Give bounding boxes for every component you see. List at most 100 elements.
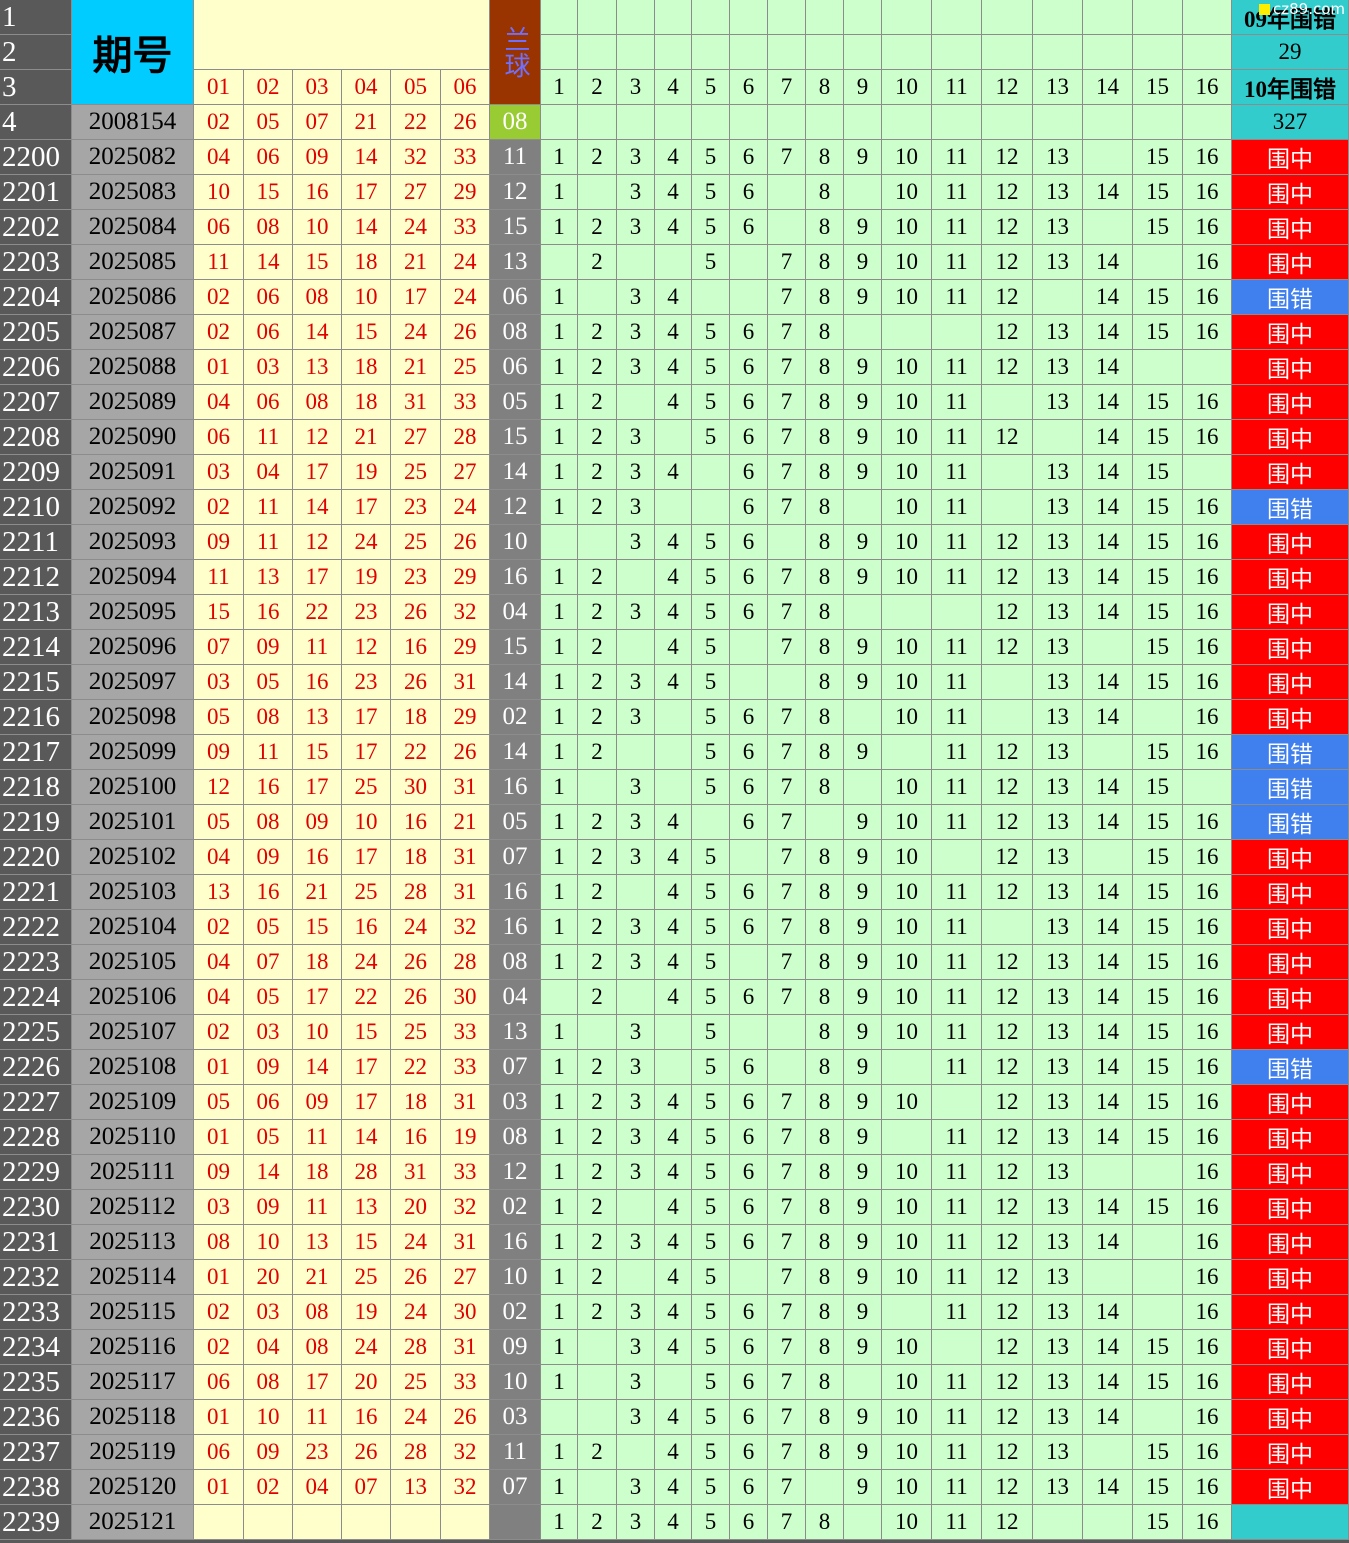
number-cell: 13 (1033, 700, 1083, 735)
number-cell (578, 280, 617, 315)
number-cell: 2 (578, 1050, 617, 1085)
number-cell: 4 (655, 805, 692, 840)
number-cell: 10 (882, 1225, 932, 1260)
period-cell: 2025083 (72, 175, 194, 210)
number-cell: 7 (768, 1505, 806, 1540)
blue-cell: 08 (490, 105, 541, 140)
row-number: 2209 (0, 455, 72, 490)
red-cell: 06 (244, 280, 293, 315)
number-cell: 15 (1133, 280, 1183, 315)
number-cell: 8 (806, 980, 844, 1015)
row-number: 2234 (0, 1330, 72, 1365)
number-cell: 6 (730, 525, 768, 560)
number-cell: 13 (1033, 1190, 1083, 1225)
red-cell: 01 (194, 1400, 244, 1435)
number-header: 11 (932, 70, 982, 105)
number-cell: 9 (844, 1120, 882, 1155)
number-cell: 1 (541, 175, 578, 210)
number-cell: 4 (655, 1400, 692, 1435)
number-header-blank (1033, 0, 1083, 35)
number-cell: 3 (617, 490, 655, 525)
blue-cell: 16 (490, 770, 541, 805)
number-cell: 12 (982, 735, 1033, 770)
number-cell: 12 (982, 595, 1033, 630)
number-cell: 15 (1133, 805, 1183, 840)
row-number: 2217 (0, 735, 72, 770)
row-number: 2228 (0, 1120, 72, 1155)
number-cell: 5 (692, 595, 730, 630)
number-cell: 2 (578, 385, 617, 420)
number-cell: 8 (806, 700, 844, 735)
number-header-blank (578, 35, 617, 70)
number-header-blank (541, 0, 578, 35)
number-cell: 6 (730, 1400, 768, 1435)
red-cell: 06 (194, 420, 244, 455)
red-cell: 24 (342, 945, 391, 980)
number-cell: 14 (1083, 1050, 1133, 1085)
red-cell: 33 (441, 140, 490, 175)
row-number: 1 (0, 0, 72, 35)
row-number: 2238 (0, 1470, 72, 1505)
number-cell: 14 (1083, 350, 1133, 385)
result-cell: 围中 (1232, 910, 1349, 945)
number-cell: 16 (1183, 280, 1232, 315)
number-cell: 4 (655, 1190, 692, 1225)
number-header-blank (982, 0, 1033, 35)
number-cell: 3 (617, 420, 655, 455)
number-cell: 13 (1033, 455, 1083, 490)
number-cell: 14 (1083, 1190, 1133, 1225)
number-cell: 2 (578, 245, 617, 280)
number-cell: 15 (1133, 770, 1183, 805)
blue-cell: 13 (490, 1015, 541, 1050)
blue-cell: 10 (490, 1365, 541, 1400)
number-cell: 16 (1183, 910, 1232, 945)
number-cell (1033, 420, 1083, 455)
number-cell: 4 (655, 175, 692, 210)
red-cell: 03 (194, 665, 244, 700)
result-cell: 围中 (1232, 210, 1349, 245)
result-cell: 围中 (1232, 245, 1349, 280)
red-cell: 31 (441, 1330, 490, 1365)
number-cell (655, 735, 692, 770)
number-cell: 11 (932, 805, 982, 840)
number-header: 2 (578, 70, 617, 105)
number-cell (730, 945, 768, 980)
number-cell: 7 (768, 840, 806, 875)
number-cell (578, 1330, 617, 1365)
number-cell (692, 805, 730, 840)
number-cell: 1 (541, 490, 578, 525)
number-cell: 16 (1183, 1015, 1232, 1050)
number-cell: 11 (932, 1365, 982, 1400)
number-header-blank (1183, 35, 1232, 70)
number-cell: 7 (768, 1225, 806, 1260)
red-cell: 22 (342, 980, 391, 1015)
number-cell: 2 (578, 1190, 617, 1225)
number-cell: 13 (1033, 980, 1083, 1015)
number-cell: 9 (844, 630, 882, 665)
number-cell: 11 (932, 1400, 982, 1435)
number-cell: 16 (1183, 175, 1232, 210)
number-cell: 4 (655, 1085, 692, 1120)
number-cell: 7 (768, 1400, 806, 1435)
number-cell (1133, 105, 1183, 140)
number-header-blank (1133, 0, 1183, 35)
number-cell: 15 (1133, 945, 1183, 980)
red-cell: 16 (244, 595, 293, 630)
result-cell: 围错 (1232, 1050, 1349, 1085)
number-cell: 1 (541, 280, 578, 315)
number-cell: 14 (1083, 245, 1133, 280)
number-cell: 12 (982, 1295, 1033, 1330)
number-cell: 16 (1183, 805, 1232, 840)
number-cell: 11 (932, 525, 982, 560)
number-cell: 16 (1183, 315, 1232, 350)
number-cell (844, 175, 882, 210)
number-cell: 10 (882, 630, 932, 665)
number-cell (844, 105, 882, 140)
number-cell: 3 (617, 1155, 655, 1190)
blue-cell: 15 (490, 210, 541, 245)
red-cell: 19 (342, 560, 391, 595)
red-cell (293, 1505, 342, 1540)
number-cell: 16 (1183, 875, 1232, 910)
number-cell: 8 (806, 1260, 844, 1295)
result-cell: 围中 (1232, 315, 1349, 350)
